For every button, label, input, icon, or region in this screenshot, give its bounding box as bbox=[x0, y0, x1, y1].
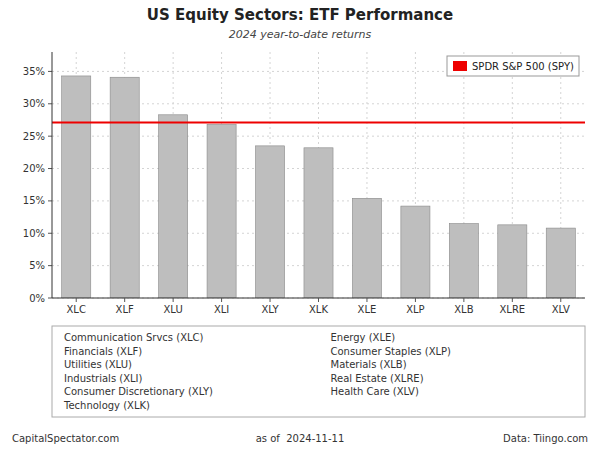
x-tick bbox=[76, 298, 77, 302]
sector-key: Communication Srvcs (XLC) Financials (XLF… bbox=[52, 326, 585, 417]
x-tick-label: XLI bbox=[214, 304, 229, 315]
y-tick bbox=[48, 233, 52, 234]
x-tick-label: XLRE bbox=[499, 304, 525, 315]
x-tick-label: XLV bbox=[552, 304, 570, 315]
y-tick-label: 25% bbox=[23, 131, 45, 142]
x-tick bbox=[173, 298, 174, 302]
bar bbox=[256, 146, 285, 298]
sector-key-entry: Consumer Discretionary (XLY) bbox=[64, 386, 213, 397]
x-tick bbox=[512, 298, 513, 302]
y-tick-label: 20% bbox=[23, 163, 45, 174]
bar bbox=[207, 125, 236, 298]
x-tick-label: XLU bbox=[164, 304, 183, 315]
x-tick bbox=[270, 298, 271, 302]
y-tick bbox=[48, 71, 52, 72]
bar bbox=[110, 77, 139, 298]
sector-key-entry: Financials (XLF) bbox=[64, 346, 142, 357]
x-tick-label: XLC bbox=[67, 304, 86, 315]
x-tick-label: XLY bbox=[261, 304, 279, 315]
sector-key-entry: Energy (XLE) bbox=[331, 332, 396, 343]
legend: SPDR S&P 500 (SPY) bbox=[447, 56, 579, 76]
y-tick bbox=[48, 168, 52, 169]
legend-label: SPDR S&P 500 (SPY) bbox=[472, 61, 574, 72]
x-tick-label: XLE bbox=[358, 304, 377, 315]
sector-key-entry: Consumer Staples (XLP) bbox=[331, 346, 452, 357]
y-tick-label: 30% bbox=[23, 98, 45, 109]
y-tick-label: 0% bbox=[29, 293, 45, 304]
x-tick-label: XLB bbox=[454, 304, 473, 315]
legend-swatch bbox=[453, 61, 467, 71]
y-tick bbox=[48, 298, 52, 299]
reference-line bbox=[52, 122, 585, 124]
chart: US Equity Sectors: ETF Performance 2024 y… bbox=[0, 0, 600, 450]
y-axis bbox=[52, 52, 53, 298]
y-tick bbox=[48, 265, 52, 266]
y-tick-label: 5% bbox=[29, 260, 45, 271]
subtitle: 2024 year-to-date returns bbox=[229, 28, 372, 41]
sector-key-entry: Technology (XLK) bbox=[63, 400, 150, 411]
x-tick bbox=[560, 298, 561, 302]
sector-key-entry: Materials (XLB) bbox=[331, 359, 407, 370]
y-tick-label: 35% bbox=[23, 66, 45, 77]
y-tick-label: 10% bbox=[23, 228, 45, 239]
x-tick-label: XLP bbox=[406, 304, 424, 315]
bar bbox=[498, 225, 527, 298]
footnote: Data: Tiingo.com bbox=[503, 433, 588, 444]
grid bbox=[52, 52, 585, 298]
sector-key-frame bbox=[52, 326, 585, 417]
bar bbox=[401, 206, 430, 298]
x-tick-label: XLK bbox=[309, 304, 328, 315]
y-tick bbox=[48, 103, 52, 104]
bar bbox=[304, 148, 333, 298]
legend-frame bbox=[447, 56, 579, 76]
footnote: as of 2024-11-11 bbox=[256, 433, 345, 444]
x-tick bbox=[124, 298, 125, 302]
y-tick bbox=[48, 200, 52, 201]
y-tick-label: 15% bbox=[23, 195, 45, 206]
x-tick bbox=[415, 298, 416, 302]
bar bbox=[546, 228, 575, 298]
bar bbox=[62, 76, 91, 298]
x-tick bbox=[366, 298, 367, 302]
x-tick bbox=[318, 298, 319, 302]
x-tick bbox=[463, 298, 464, 302]
x-tick-label: XLF bbox=[116, 304, 134, 315]
title: US Equity Sectors: ETF Performance bbox=[147, 6, 453, 24]
bar bbox=[159, 115, 188, 298]
footnote: CapitalSpectator.com bbox=[12, 433, 119, 444]
y-tick bbox=[48, 136, 52, 137]
sector-key-entry: Utilities (XLU) bbox=[64, 359, 132, 370]
bar bbox=[352, 198, 381, 298]
bar bbox=[449, 224, 478, 298]
marks bbox=[52, 76, 585, 298]
sector-key-entry: Real Estate (XLRE) bbox=[331, 373, 424, 384]
sector-key-entry: Health Care (XLV) bbox=[331, 386, 419, 397]
sector-key-entry: Communication Srvcs (XLC) bbox=[64, 332, 204, 343]
sector-key-entry: Industrials (XLI) bbox=[64, 373, 143, 384]
x-tick bbox=[221, 298, 222, 302]
